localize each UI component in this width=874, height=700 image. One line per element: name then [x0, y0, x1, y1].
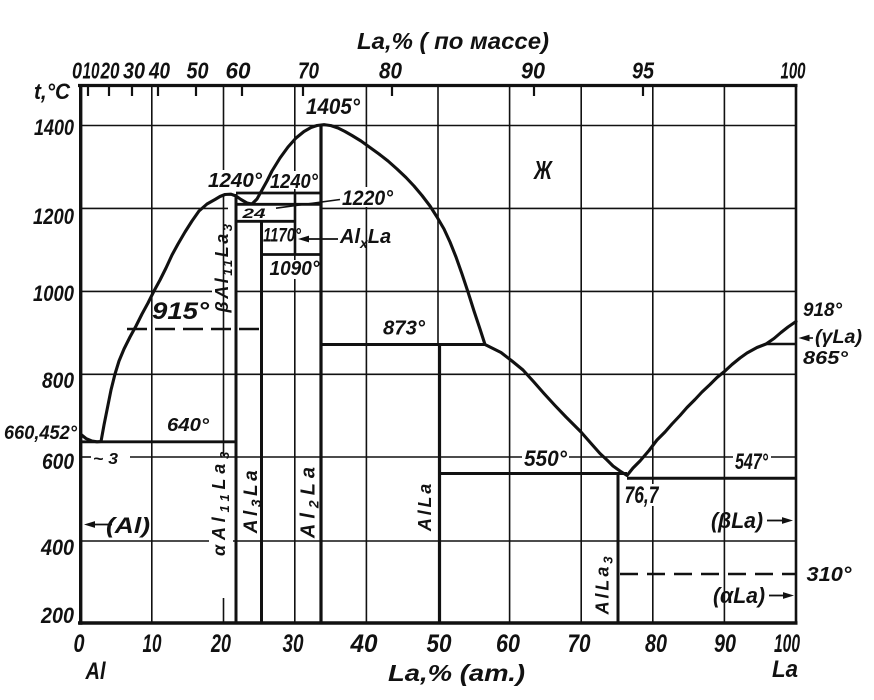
svg-text:1220°: 1220° [342, 187, 394, 210]
svg-text:60: 60 [226, 58, 251, 84]
svg-text:865°: 865° [803, 348, 849, 368]
svg-text:60: 60 [496, 630, 520, 658]
svg-text:76,7: 76,7 [625, 482, 660, 509]
svg-text:918°: 918° [803, 300, 842, 321]
svg-text:(Al): (Al) [106, 513, 150, 538]
svg-text:1090°: 1090° [270, 258, 321, 280]
svg-text:915°: 915° [152, 298, 209, 325]
svg-text:1240°: 1240° [270, 171, 319, 193]
svg-text:(γLa): (γLa) [815, 327, 862, 348]
svg-text:40: 40 [350, 630, 378, 658]
svg-text:24: 24 [241, 205, 266, 221]
svg-text:70: 70 [298, 58, 319, 84]
svg-text:βAl11La3: βAl11La3 [212, 222, 235, 314]
svg-text:600: 600 [42, 449, 75, 474]
svg-text:547°: 547° [735, 449, 768, 474]
svg-text:873°: 873° [383, 318, 426, 340]
svg-text:200: 200 [40, 603, 75, 628]
svg-text:Al2La: Al2La [298, 462, 322, 539]
svg-text:Ж: Ж [533, 155, 554, 185]
svg-text:1405°: 1405° [306, 94, 360, 119]
svg-text:40: 40 [148, 58, 170, 84]
svg-text:10: 10 [143, 630, 162, 658]
svg-text:~ 3: ~ 3 [93, 451, 118, 468]
svg-text:1400: 1400 [34, 115, 75, 140]
svg-text:90: 90 [521, 58, 545, 84]
svg-text:310°: 310° [807, 564, 853, 586]
svg-text:800: 800 [42, 368, 75, 393]
svg-text:100: 100 [774, 630, 800, 658]
svg-text:AlLa: AlLa [415, 481, 435, 532]
svg-text:30: 30 [283, 630, 304, 658]
svg-text:10: 10 [83, 58, 100, 84]
svg-text:20: 20 [210, 630, 231, 658]
svg-text:0: 0 [72, 58, 82, 84]
svg-text:660,452°: 660,452° [4, 423, 77, 444]
svg-text:95: 95 [632, 58, 655, 84]
svg-text:La,% ( по массе): La,% ( по массе) [357, 28, 549, 54]
svg-text:100: 100 [781, 58, 806, 84]
svg-text:50: 50 [427, 630, 452, 658]
svg-text:0: 0 [74, 630, 85, 658]
svg-text:400: 400 [40, 535, 75, 560]
svg-text:50: 50 [187, 58, 209, 84]
svg-text:90: 90 [714, 630, 736, 658]
svg-text:1240°: 1240° [208, 170, 263, 192]
svg-text:t,°C: t,°C [34, 79, 71, 104]
svg-text:La,% (ат.): La,% (ат.) [388, 660, 525, 686]
svg-text:Al: Al [85, 658, 107, 685]
svg-text:80: 80 [645, 630, 667, 658]
svg-text:1000: 1000 [33, 281, 75, 306]
svg-text:70: 70 [568, 630, 591, 658]
svg-text:Al3La: Al3La [241, 467, 264, 534]
svg-text:550°: 550° [524, 446, 567, 471]
svg-text:(βLa): (βLa) [711, 508, 763, 533]
svg-text:αAl11La3: αAl11La3 [209, 447, 232, 556]
svg-text:1200: 1200 [33, 204, 75, 229]
svg-text:AlLa3: AlLa3 [593, 554, 616, 616]
svg-text:640°: 640° [167, 415, 210, 435]
svg-text:La: La [772, 656, 798, 683]
svg-text:1170°: 1170° [263, 226, 301, 247]
svg-text:20: 20 [100, 58, 120, 84]
svg-text:80: 80 [379, 58, 402, 84]
svg-text:30: 30 [123, 58, 145, 84]
svg-text:(αLa): (αLa) [713, 583, 765, 608]
